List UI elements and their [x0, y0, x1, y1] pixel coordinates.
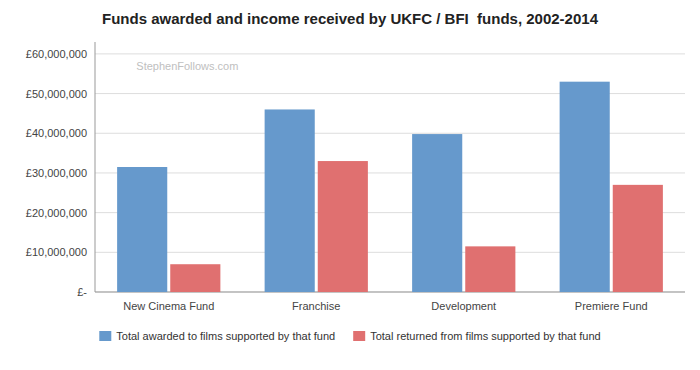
category-label: Development [431, 300, 496, 312]
legend-item: Total awarded to films supported by that… [99, 330, 335, 342]
bars [117, 82, 663, 292]
bar [613, 185, 663, 292]
tick-label: £60,000,000 [26, 48, 87, 60]
tick-label: £30,000,000 [26, 167, 87, 179]
tick-label: £40,000,000 [26, 127, 87, 139]
bar [265, 109, 315, 292]
axis-line [95, 42, 96, 292]
bar [560, 82, 610, 292]
annotation: StephenFollows.com [136, 60, 238, 72]
tick-label: £10,000,000 [26, 246, 87, 258]
bar [412, 134, 462, 292]
legend-label: Total awarded to films supported by that… [116, 330, 335, 342]
bar [170, 264, 220, 292]
legend-swatch [353, 331, 365, 341]
title: Funds awarded and income received by UKF… [102, 10, 599, 27]
tick-label: £- [77, 286, 87, 298]
tick-label: £50,000,000 [26, 88, 87, 100]
bar [465, 246, 515, 292]
legend-label: Total returned from films supported by t… [370, 330, 601, 342]
category-label: Premiere Fund [575, 300, 648, 312]
bar [318, 161, 368, 292]
y-axis: £- £10,000,000 £20,000,000 £30,000,000 £40,0… [26, 48, 685, 298]
chart: Funds awarded and income received by UKF… [0, 0, 700, 370]
legend-swatch [99, 331, 111, 341]
legend: Total awarded to films supported by that… [99, 330, 600, 342]
legend-item: Total returned from films supported by t… [353, 330, 601, 342]
tick-label: £20,000,000 [26, 207, 87, 219]
category-label: Franchise [292, 300, 340, 312]
category-label: New Cinema Fund [123, 300, 214, 312]
grid-line [95, 53, 685, 54]
bar [117, 167, 167, 292]
